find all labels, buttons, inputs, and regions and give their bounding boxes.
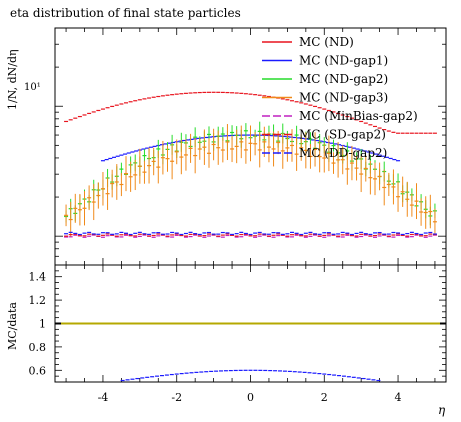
- legend-label: MC (DD-gap2): [299, 146, 387, 160]
- x-tick-label: 0: [247, 391, 254, 404]
- x-tick-label: -2: [171, 391, 182, 404]
- legend-label: MC (SD-gap2): [299, 128, 386, 142]
- legend-label: MC (ND-gap1): [299, 54, 388, 68]
- legend-label: MC (ND-gap2): [299, 72, 388, 86]
- axis-ticks: -4 -2 0 2 4 0.6 0.8 1 1.2 1.4: [29, 27, 446, 404]
- ratio-axis-label: MC/data: [6, 302, 19, 350]
- legend-label: MC (ND): [299, 35, 354, 49]
- x-tick-label: -4: [98, 391, 109, 404]
- legend: MC (ND) MC (ND-gap1) MC (ND-gap2) MC (ND-ga…: [262, 35, 418, 160]
- ratio-tick-label: 1.2: [29, 294, 47, 307]
- legend-label: MC (ND-gap3): [299, 91, 388, 105]
- ratio-tick-label: 0.6: [29, 364, 47, 377]
- x-tick-label: 2: [321, 391, 328, 404]
- main-plot-series: [64, 91, 437, 238]
- x-axis-label: η: [438, 403, 446, 417]
- ratio-plot-series: [55, 322, 446, 382]
- y-tick-label-10: 10¹: [24, 82, 41, 93]
- y-axis-label: 1/N, dN/dη: [6, 49, 19, 110]
- ratio-tick-label: 0.8: [29, 341, 47, 354]
- x-tick-label: 4: [395, 391, 402, 404]
- chart-title: eta distribution of final state particle…: [10, 6, 241, 20]
- ratio-tick-label: 1: [39, 318, 46, 331]
- ratio-tick-label: 1.4: [29, 271, 47, 284]
- legend-label: MC (MinBias-gap2): [299, 109, 418, 123]
